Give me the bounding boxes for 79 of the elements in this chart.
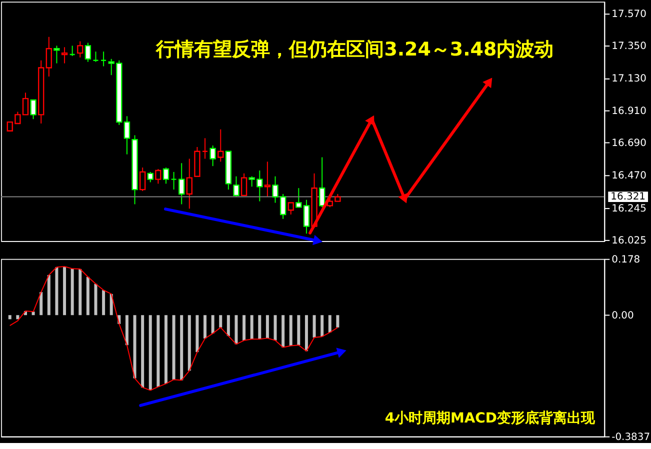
candlestick bbox=[210, 145, 216, 167]
candlestick bbox=[233, 176, 240, 198]
bar bbox=[312, 315, 316, 338]
candlestick bbox=[61, 46, 68, 64]
bar bbox=[289, 315, 292, 346]
bar bbox=[297, 315, 300, 346]
bar bbox=[148, 315, 152, 390]
candlestick bbox=[54, 45, 60, 64]
y-tick-label: 0.178 bbox=[612, 254, 640, 266]
bar bbox=[156, 315, 160, 387]
bar bbox=[304, 315, 308, 352]
bar bbox=[40, 292, 43, 316]
bar bbox=[226, 315, 230, 336]
bar bbox=[188, 315, 191, 371]
bar bbox=[47, 274, 50, 316]
bar bbox=[16, 315, 20, 320]
bar bbox=[172, 315, 176, 380]
bar bbox=[180, 315, 184, 380]
bar bbox=[125, 315, 128, 346]
annotation: 行情有望反弹，但仍在区间3.24～3.48内波动 bbox=[155, 38, 554, 61]
bar bbox=[211, 315, 214, 334]
candlestick bbox=[30, 99, 36, 120]
candlestick bbox=[264, 161, 271, 198]
candlestick bbox=[202, 138, 208, 160]
y-tick-label: 16.910 bbox=[612, 106, 646, 117]
bar bbox=[8, 315, 12, 320]
bar bbox=[250, 315, 254, 340]
bar bbox=[141, 315, 144, 388]
bar bbox=[63, 266, 66, 316]
y-tick-label: -0.3837 bbox=[612, 432, 650, 443]
bar bbox=[32, 312, 35, 316]
bar bbox=[70, 268, 74, 316]
y-tick-label: 16.470 bbox=[612, 170, 646, 182]
candlestick bbox=[124, 116, 130, 155]
y-tick-label: 0.00 bbox=[612, 310, 634, 322]
bar bbox=[204, 315, 207, 338]
candlestick bbox=[178, 162, 185, 205]
y-tick-label: 16.025 bbox=[612, 236, 646, 247]
bar bbox=[328, 315, 332, 332]
candlestick bbox=[77, 40, 84, 58]
candlestick bbox=[147, 171, 154, 183]
candlestick bbox=[92, 51, 99, 62]
bar bbox=[133, 315, 136, 378]
bar bbox=[102, 290, 106, 316]
candlestick bbox=[139, 167, 146, 192]
bar bbox=[234, 315, 238, 344]
bar bbox=[266, 315, 269, 338]
bar bbox=[86, 276, 90, 316]
candlestick bbox=[288, 202, 294, 216]
bar bbox=[94, 284, 98, 316]
y-tick-label: 17.130 bbox=[612, 73, 646, 84]
candlestick bbox=[46, 36, 52, 78]
candlestick bbox=[218, 128, 224, 162]
candlestick bbox=[155, 168, 162, 184]
y-tick-label: 16.690 bbox=[612, 138, 646, 150]
candlestick bbox=[69, 45, 76, 56]
bar bbox=[196, 315, 199, 352]
y-tick-label: 17.350 bbox=[612, 41, 646, 52]
ref-line-label: 16.321 bbox=[610, 192, 646, 203]
candlestick bbox=[162, 167, 170, 184]
candlestick bbox=[186, 158, 192, 210]
candlestick bbox=[318, 156, 326, 208]
annotation: 4小时周期MACD变形底背离出现 bbox=[384, 409, 596, 426]
y-tick-label: 17.570 bbox=[612, 8, 646, 20]
bar bbox=[282, 315, 285, 348]
candlestick bbox=[100, 51, 107, 67]
bar bbox=[336, 315, 340, 328]
bar bbox=[258, 315, 262, 340]
bar bbox=[164, 315, 168, 384]
candlestick bbox=[170, 171, 177, 190]
candlestick bbox=[84, 42, 92, 62]
line-series bbox=[9, 266, 338, 391]
bar bbox=[242, 315, 246, 340]
candlestick bbox=[240, 172, 248, 196]
bar bbox=[320, 315, 324, 337]
bar bbox=[55, 267, 58, 316]
y-tick-label: 16.245 bbox=[612, 203, 646, 214]
bar bbox=[78, 268, 82, 316]
bar bbox=[219, 315, 222, 328]
